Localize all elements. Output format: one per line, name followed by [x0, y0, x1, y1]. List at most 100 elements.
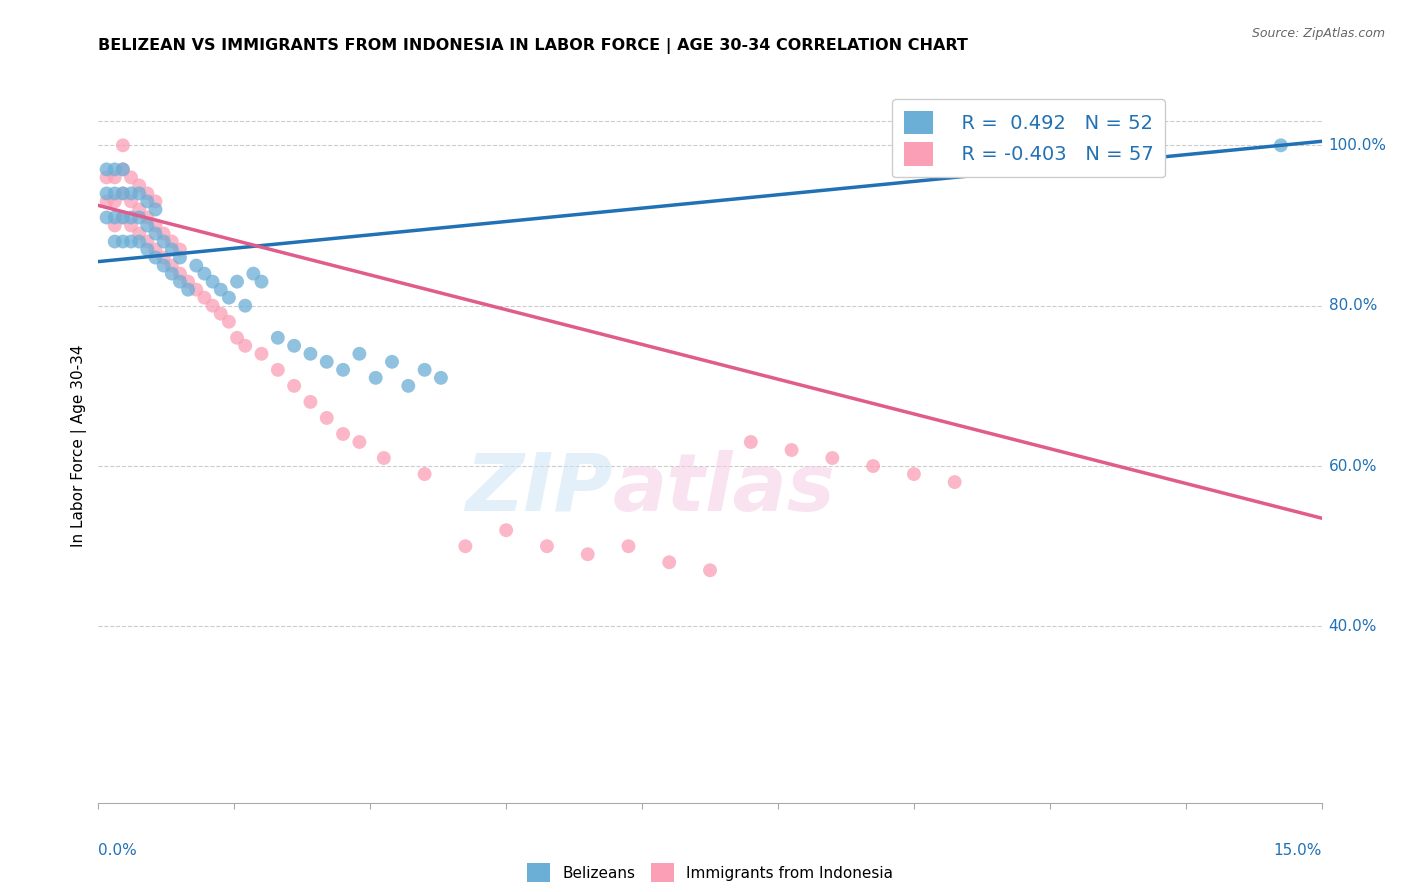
Point: [136, 243, 159, 257]
Point: [250, 275, 273, 289]
Point: [780, 442, 803, 457]
Point: [104, 194, 127, 209]
Point: [242, 267, 264, 281]
Point: [111, 211, 134, 225]
Point: [128, 186, 150, 201]
Point: [536, 539, 558, 553]
Point: [128, 211, 150, 225]
Point: [332, 363, 354, 377]
Point: [226, 331, 249, 345]
Point: [209, 283, 232, 297]
Point: [430, 371, 453, 385]
Point: [145, 194, 167, 209]
Point: [617, 539, 640, 553]
Point: [177, 275, 200, 289]
Point: [943, 475, 966, 489]
Point: [315, 355, 337, 369]
Point: [193, 267, 215, 281]
Point: [145, 227, 167, 241]
Point: [111, 186, 134, 201]
Point: [145, 251, 167, 265]
Point: [218, 315, 240, 329]
Point: [136, 235, 159, 249]
Point: [209, 307, 232, 321]
Point: [136, 211, 159, 225]
Point: [111, 162, 134, 177]
Point: [120, 219, 142, 233]
Text: 100.0%: 100.0%: [1329, 138, 1386, 153]
Point: [373, 450, 395, 465]
Point: [96, 162, 118, 177]
Text: 40.0%: 40.0%: [1329, 619, 1376, 634]
Point: [145, 202, 167, 217]
Point: [283, 379, 305, 393]
Point: [104, 235, 127, 249]
Point: [454, 539, 477, 553]
Point: [332, 427, 354, 442]
Point: [1147, 146, 1170, 161]
Point: [349, 435, 371, 450]
Point: [104, 211, 127, 225]
Point: [120, 186, 142, 201]
Point: [233, 339, 256, 353]
Point: [201, 275, 224, 289]
Point: [1270, 138, 1292, 153]
Point: [413, 467, 436, 481]
Point: [145, 243, 167, 257]
Point: [104, 219, 127, 233]
Point: [299, 395, 322, 409]
Point: [120, 170, 142, 185]
Text: 0.0%: 0.0%: [98, 843, 138, 858]
Point: [136, 194, 159, 209]
Point: [120, 211, 142, 225]
Point: [364, 371, 387, 385]
Point: [145, 219, 167, 233]
Point: [862, 458, 884, 473]
Point: [136, 219, 159, 233]
Point: [128, 235, 150, 249]
Point: [160, 243, 183, 257]
Text: ZIP: ZIP: [465, 450, 612, 528]
Point: [233, 299, 256, 313]
Point: [250, 347, 273, 361]
Point: [658, 555, 681, 569]
Point: [201, 299, 224, 313]
Point: [111, 186, 134, 201]
Point: [128, 227, 150, 241]
Point: [576, 547, 599, 561]
Point: [160, 235, 183, 249]
Point: [267, 363, 290, 377]
Point: [160, 267, 183, 281]
Point: [267, 331, 290, 345]
Point: [740, 435, 762, 450]
Point: [349, 347, 371, 361]
Point: [903, 467, 925, 481]
Point: [111, 162, 134, 177]
Text: atlas: atlas: [612, 450, 835, 528]
Point: [186, 259, 208, 273]
Point: [495, 523, 517, 537]
Point: [128, 202, 150, 217]
Point: [104, 170, 127, 185]
Point: [152, 259, 174, 273]
Legend: Belizeans, Immigrants from Indonesia: Belizeans, Immigrants from Indonesia: [522, 857, 898, 888]
Point: [299, 347, 322, 361]
Point: [152, 251, 174, 265]
Point: [136, 186, 159, 201]
Point: [152, 227, 174, 241]
Point: [152, 235, 174, 249]
Point: [128, 178, 150, 193]
Point: [169, 251, 191, 265]
Point: [111, 138, 134, 153]
Point: [699, 563, 721, 577]
Point: [821, 450, 844, 465]
Text: BELIZEAN VS IMMIGRANTS FROM INDONESIA IN LABOR FORCE | AGE 30-34 CORRELATION CHA: BELIZEAN VS IMMIGRANTS FROM INDONESIA IN…: [98, 37, 969, 54]
Y-axis label: In Labor Force | Age 30-34: In Labor Force | Age 30-34: [72, 344, 87, 548]
Point: [160, 259, 183, 273]
Point: [96, 194, 118, 209]
Point: [104, 186, 127, 201]
Text: Source: ZipAtlas.com: Source: ZipAtlas.com: [1251, 27, 1385, 40]
Point: [218, 291, 240, 305]
Text: 15.0%: 15.0%: [1274, 843, 1322, 858]
Point: [169, 275, 191, 289]
